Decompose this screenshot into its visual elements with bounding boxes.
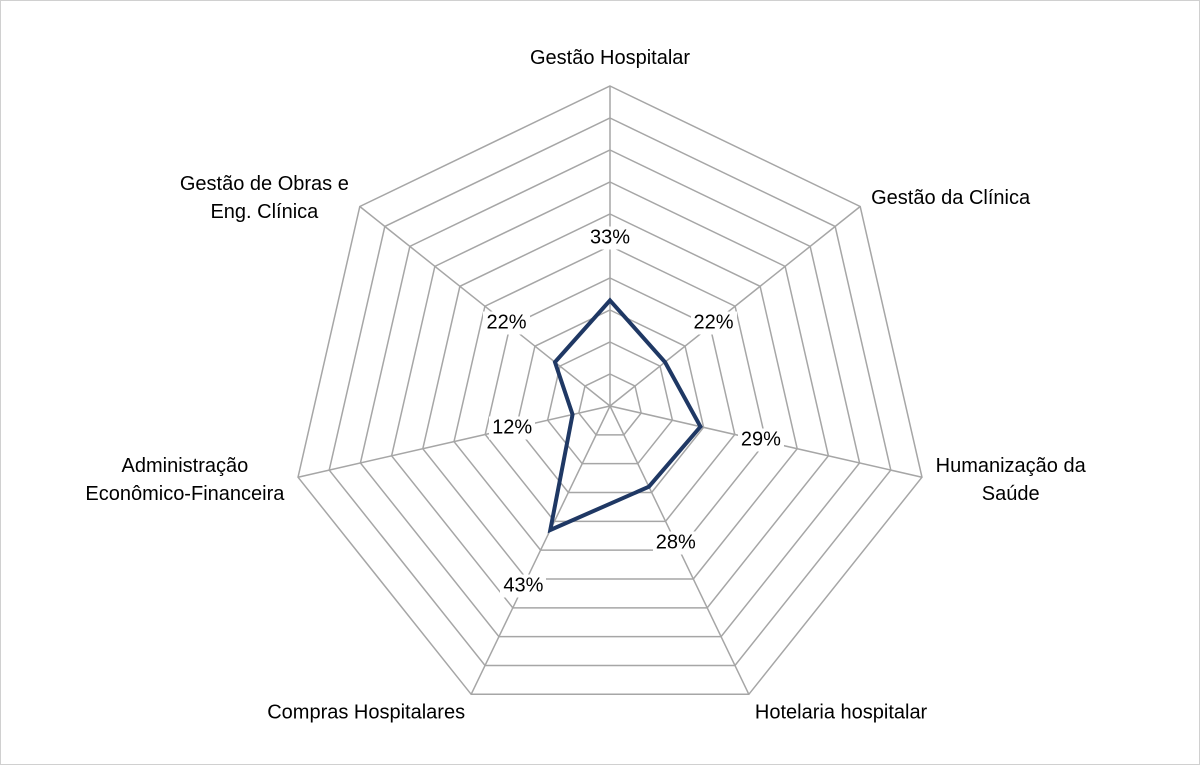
spoke (297, 405, 611, 478)
category-label: Gestão da Clínica (871, 186, 1031, 209)
data-label: 29% (737, 428, 784, 452)
grid-ring (328, 117, 892, 667)
category-label: Gestão de Obras e Eng. Clínica (179, 172, 349, 223)
category-label: Hotelaria hospitalar (754, 701, 928, 724)
spoke (359, 205, 611, 407)
grid-ring (359, 149, 861, 638)
data-label: 12% (489, 416, 536, 440)
grid-ring (297, 85, 923, 696)
data-label: 43% (500, 574, 547, 598)
spoke (470, 405, 611, 695)
grid-ring (484, 277, 736, 523)
category-label: Humanização da Saúde (935, 455, 1086, 506)
data-label: 22% (483, 311, 530, 335)
grid-ring (390, 181, 830, 609)
grid-ring (422, 213, 798, 580)
grid-ring (515, 309, 705, 494)
grid-ring (577, 373, 643, 436)
data-label: 33% (586, 226, 634, 250)
category-label: Gestão Hospitalar (529, 47, 691, 69)
spoke (609, 205, 861, 407)
data-label: 22% (690, 311, 737, 335)
category-label: Compras Hospitalares (267, 701, 466, 724)
grid-ring (453, 245, 767, 551)
category-label: Administração Econômico-Financeira (85, 455, 285, 506)
series-line (547, 297, 703, 534)
data-label: 28% (652, 531, 699, 555)
